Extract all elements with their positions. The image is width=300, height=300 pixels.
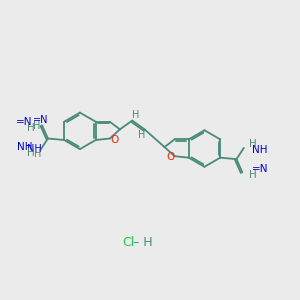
Text: H: H: [249, 140, 257, 149]
Text: H: H: [131, 110, 139, 120]
Text: H: H: [33, 121, 40, 131]
Text: H: H: [34, 149, 41, 159]
Text: – H: – H: [133, 236, 152, 249]
Text: H: H: [27, 148, 35, 158]
Text: NH: NH: [17, 142, 33, 152]
Text: H: H: [27, 123, 35, 133]
Text: H: H: [249, 170, 257, 180]
Text: =N: =N: [33, 115, 48, 125]
Text: O: O: [166, 152, 174, 162]
Text: NH: NH: [27, 144, 41, 154]
Text: NH: NH: [252, 145, 267, 155]
Text: =N: =N: [252, 164, 268, 174]
Text: Cl: Cl: [122, 236, 134, 249]
Text: O: O: [110, 135, 118, 145]
Text: =N: =N: [16, 117, 33, 127]
Text: H: H: [138, 130, 146, 140]
